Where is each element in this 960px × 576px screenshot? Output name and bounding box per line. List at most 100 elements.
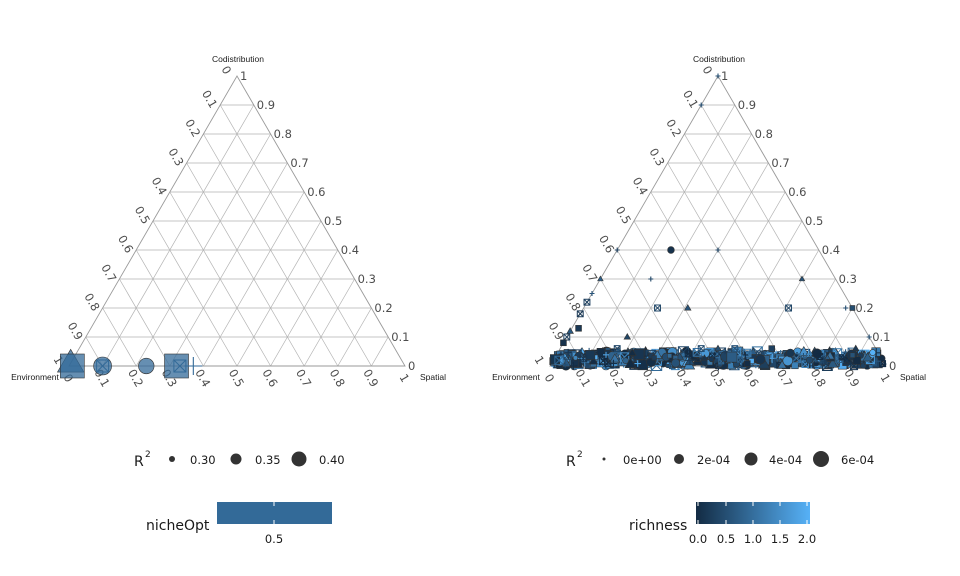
tick-label-right: 0.4 [341, 243, 359, 257]
data-point [588, 356, 599, 365]
data-point [96, 359, 110, 373]
legend-title: nicheOpt [146, 518, 210, 534]
legend-size-left: R 2 0.30 0.35 0.40 [134, 450, 345, 470]
data-point [698, 102, 704, 108]
grid-line [633, 220, 719, 367]
colorbar-label: 0.5 [265, 532, 283, 546]
legend-size-right: R 2 0e+00 2e-04 4e-04 6e-04 [566, 450, 874, 470]
ternary-ticks: 0000.10.10.10.20.20.20.30.30.30.40.40.40… [532, 63, 897, 389]
data-point [562, 362, 568, 368]
tick-label-left: 0.4 [630, 175, 651, 198]
data-point [622, 357, 629, 364]
tick-label-right: 0.1 [391, 330, 409, 344]
grid-line [667, 162, 786, 367]
data-point [791, 361, 799, 370]
data-point [731, 345, 739, 353]
data-point [575, 325, 582, 332]
data-point [714, 344, 722, 352]
tick-label-right: 0.9 [738, 98, 756, 112]
grid-line [337, 307, 372, 367]
data-point [596, 348, 606, 358]
tick-label-bottom: 0.6 [259, 367, 280, 390]
legend-title: richness [629, 518, 687, 534]
data-point [777, 360, 787, 369]
tick-label-right: 1 [240, 69, 247, 83]
data-point [871, 356, 881, 366]
data-point [634, 360, 641, 367]
tick-label-right: 0.8 [755, 127, 773, 141]
data-point [852, 356, 861, 365]
colorbar-label: 0.5 [717, 532, 735, 546]
tick-label-right: 0.9 [257, 98, 275, 112]
tick-label-bottom: 1 [397, 371, 413, 384]
point-layer [549, 73, 887, 371]
data-point [726, 351, 738, 363]
tick-label-right: 0.7 [771, 156, 789, 170]
tick-label-left: 0.8 [81, 291, 102, 314]
ternary-panel-left: 0000.10.10.10.20.20.20.30.30.30.40.40.40… [11, 54, 446, 389]
legend-key-mark [291, 451, 307, 467]
grid-line [270, 249, 339, 367]
data-point [684, 350, 692, 358]
data-point [654, 304, 661, 312]
tick-label-bottom: 0 [542, 371, 558, 384]
colorbar [217, 502, 332, 524]
data-point [683, 304, 692, 311]
data-point [869, 349, 877, 356]
tick-label-right: 0 [889, 359, 896, 373]
data-point [700, 354, 708, 361]
data-point [768, 345, 776, 352]
data-point [824, 354, 831, 360]
data-point [667, 353, 673, 359]
tick-label-right: 0.3 [358, 272, 376, 286]
grid-line [717, 220, 803, 367]
data-point [866, 334, 872, 340]
data-point [742, 352, 749, 358]
vertex-label-left: Environment [492, 372, 540, 382]
grid-line [169, 162, 288, 367]
ternary-ticks: 0000.10.10.10.20.20.20.30.30.30.40.40.40… [51, 63, 416, 389]
tick-label-left: 0.8 [562, 291, 583, 314]
colorbar-label: 2.0 [798, 532, 816, 546]
data-point [569, 362, 578, 370]
colorbar-label: 1.0 [744, 532, 762, 546]
data-point [648, 276, 654, 282]
tick-label-left: 0.1 [199, 88, 220, 111]
tick-label-right: 0.7 [290, 156, 308, 170]
grid-line [700, 104, 853, 367]
colorbar-label: 1.5 [771, 532, 789, 546]
tick-label-right: 0.4 [822, 243, 840, 257]
legend-color-right: richness 0.0 0.5 1.0 1.5 2.0 [629, 502, 816, 546]
tick-label-left: 0.3 [165, 146, 186, 169]
tick-label-left: 0.7 [98, 262, 119, 285]
colorbar-ticks [697, 502, 808, 524]
data-point [623, 333, 632, 340]
data-point [851, 344, 860, 352]
legend-key-mark [813, 451, 829, 467]
data-point [173, 359, 187, 373]
legend-title: R [134, 454, 144, 470]
data-point [715, 73, 721, 79]
data-point [572, 355, 579, 361]
legend-key-label: 4e-04 [769, 453, 802, 467]
data-point [798, 275, 806, 282]
data-point [597, 275, 604, 282]
tick-label-right: 0 [408, 359, 415, 373]
tick-label-left: 0.9 [65, 320, 86, 343]
tick-label-left: 0.3 [646, 146, 667, 169]
tick-label-right: 0.1 [872, 330, 890, 344]
tick-label-right: 0.8 [274, 127, 292, 141]
data-point [744, 360, 751, 367]
data-point [862, 352, 873, 362]
data-point [785, 348, 795, 358]
tick-label-left: 0.1 [680, 88, 701, 111]
data-point [60, 353, 85, 379]
tick-label-left: 0 [219, 63, 235, 76]
data-point [667, 246, 675, 254]
data-point [838, 354, 845, 360]
tick-label-bottom: 0.5 [707, 367, 728, 390]
data-point [737, 356, 744, 363]
ternary-grid [68, 75, 406, 367]
tick-label-bottom: 0.7 [774, 367, 795, 390]
